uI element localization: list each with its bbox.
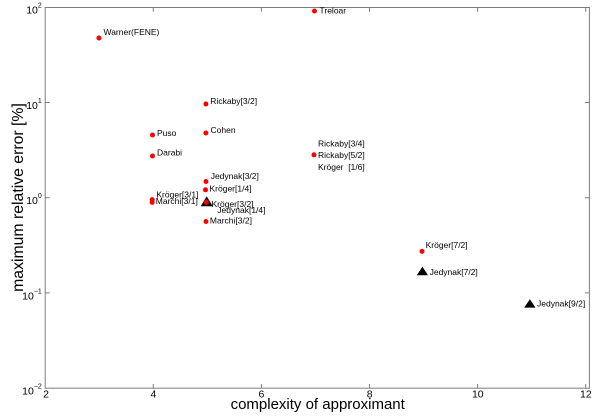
svg-text:Kröger[1/4]: Kröger[1/4]	[210, 184, 252, 194]
svg-text:Kröger[7/2]: Kröger[7/2]	[426, 240, 468, 250]
svg-text:10: 10	[472, 389, 484, 401]
svg-text:2: 2	[43, 389, 49, 401]
svg-text:Cohen: Cohen	[211, 125, 236, 135]
svg-text:6: 6	[258, 389, 264, 401]
svg-text:maximum relative error [%]: maximum relative error [%]	[10, 103, 27, 292]
svg-text:Puso: Puso	[157, 128, 177, 138]
svg-text:Marchi[3/1]: Marchi[3/1]	[156, 196, 198, 206]
svg-text:complexity of approximant: complexity of approximant	[231, 396, 406, 413]
svg-text:Jedynak[1/4]: Jedynak[1/4]	[217, 205, 265, 215]
svg-text:Rickaby[3/2]: Rickaby[3/2]	[210, 96, 257, 106]
svg-text:4: 4	[150, 389, 156, 401]
svg-text:Kröger [1/6]: Kröger [1/6]	[318, 162, 365, 172]
svg-text:Rickaby[5/2]: Rickaby[5/2]	[318, 150, 365, 160]
svg-text:Jedynak[3/2]: Jedynak[3/2]	[211, 171, 259, 181]
svg-text:Rickaby[3/4]: Rickaby[3/4]	[318, 138, 365, 148]
svg-text:Jedynak[7/2]: Jedynak[7/2]	[430, 267, 478, 277]
svg-text:Jedynak[9/2]: Jedynak[9/2]	[537, 299, 585, 309]
svg-text:Darabi: Darabi	[157, 147, 182, 157]
svg-text:Treloar: Treloar	[320, 5, 347, 15]
svg-text:Kröger[3/2]: Kröger[3/2]	[212, 199, 254, 209]
svg-text:Marchi[3/2]: Marchi[3/2]	[210, 216, 252, 226]
svg-text:Kröger[3/1]: Kröger[3/1]	[156, 190, 198, 200]
svg-text:8: 8	[367, 389, 373, 401]
svg-text:Warner(FENE): Warner(FENE)	[104, 27, 160, 37]
svg-text:12: 12	[580, 389, 592, 401]
